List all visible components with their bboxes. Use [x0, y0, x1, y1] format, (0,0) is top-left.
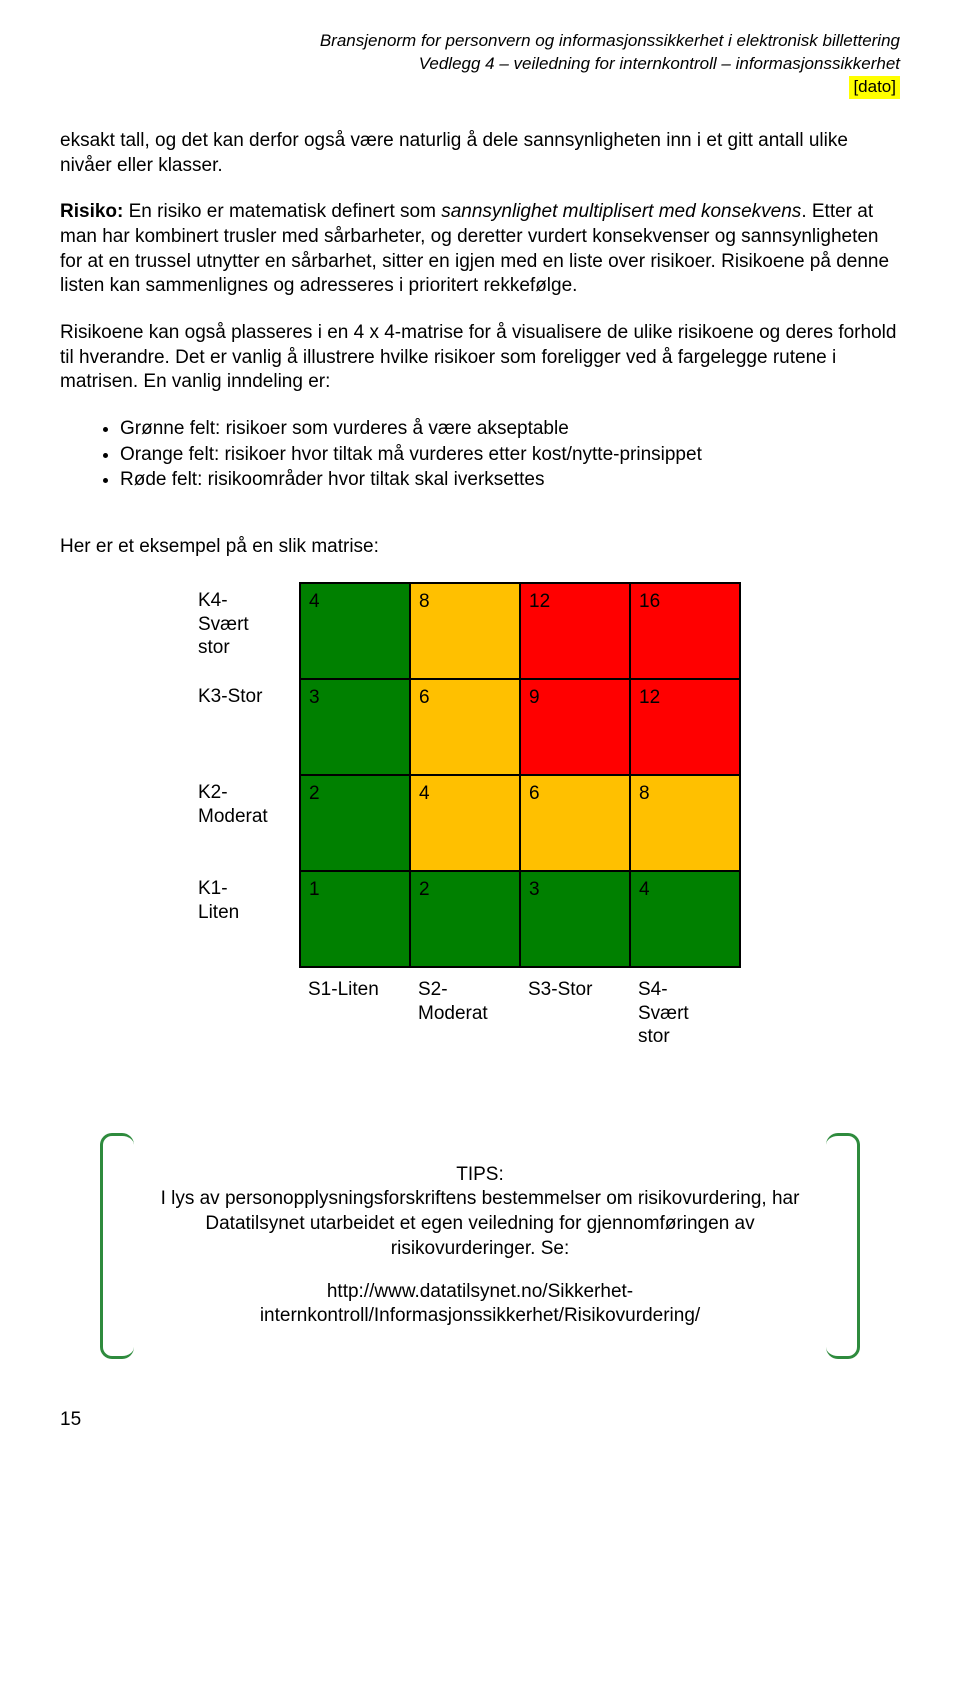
matrix-cell: 4 [630, 871, 740, 967]
matrix-cell: 2 [300, 775, 410, 871]
matrix-row-label: K4-Sværtstor [190, 583, 300, 679]
tips-box: TIPS: I lys av personopplysningsforskrif… [110, 1133, 850, 1359]
list-item: Orange felt: risikoer hvor tiltak må vur… [120, 443, 900, 468]
matrix-cell: 4 [300, 583, 410, 679]
paragraph-3: Risikoene kan også plasseres i en 4 x 4-… [60, 321, 900, 395]
tips-title: TIPS: [140, 1163, 820, 1188]
matrix-cell: 9 [520, 679, 630, 775]
matrix-col-label: S1-Liten [300, 967, 410, 1063]
tips-link: http://www.datatilsynet.no/Sikkerhet-int… [140, 1280, 820, 1329]
matrix-cell: 12 [630, 679, 740, 775]
matrix-cell: 6 [520, 775, 630, 871]
matrix-cell: 3 [300, 679, 410, 775]
matrix-cell: 8 [630, 775, 740, 871]
paragraph-1: eksakt tall, og det kan derfor også være… [60, 129, 900, 178]
matrix-empty-cell [190, 967, 300, 1063]
matrix-cell: 12 [520, 583, 630, 679]
bracket-left-icon [100, 1133, 134, 1359]
matrix-row-label: K1-Liten [190, 871, 300, 967]
matrix-cell: 16 [630, 583, 740, 679]
matrix-col-label: S3-Stor [520, 967, 630, 1063]
bracket-right-icon [826, 1133, 860, 1359]
matrix-row-label: K2-Moderat [190, 775, 300, 871]
tips-body: I lys av personopplysningsforskriftens b… [140, 1187, 820, 1261]
bullet-list: Grønne felt: risikoer som vurderes å vær… [60, 417, 900, 493]
risk-matrix: K4-Sværtstor481216K3-Stor36912K2-Moderat… [190, 582, 900, 1063]
matrix-cell: 1 [300, 871, 410, 967]
paragraph-4: Her er et eksempel på en slik matrise: [60, 535, 900, 560]
paragraph-2: Risiko: En risiko er matematisk definert… [60, 200, 900, 299]
matrix-cell: 3 [520, 871, 630, 967]
document-header: Bransjenorm for personvern og informasjo… [60, 30, 900, 99]
matrix-col-label: S4-Sværtstor [630, 967, 740, 1063]
matrix-cell: 2 [410, 871, 520, 967]
list-item: Grønne felt: risikoer som vurderes å vær… [120, 417, 900, 442]
list-item: Røde felt: risikoområder hvor tiltak ska… [120, 468, 900, 493]
matrix-cell: 4 [410, 775, 520, 871]
matrix-cell: 6 [410, 679, 520, 775]
header-line2: Vedlegg 4 – veiledning for internkontrol… [60, 53, 900, 76]
matrix-cell: 8 [410, 583, 520, 679]
page-number: 15 [60, 1409, 900, 1431]
header-dato: [dato] [849, 76, 900, 99]
header-line1: Bransjenorm for personvern og informasjo… [60, 30, 900, 53]
risiko-label: Risiko: [60, 201, 123, 222]
matrix-col-label: S2-Moderat [410, 967, 520, 1063]
matrix-row-label: K3-Stor [190, 679, 300, 775]
